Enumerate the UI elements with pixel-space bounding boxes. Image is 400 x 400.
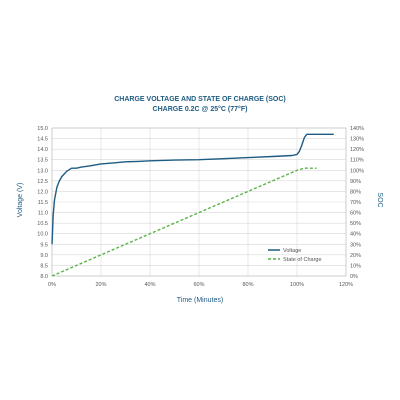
x-axis-ticks: 0% 20% 40% 60% 80% 100% 120%: [48, 282, 353, 288]
y-tick-label: 8.0: [40, 274, 48, 280]
series-lines: [51, 133, 334, 277]
y-tick-label: 12.0: [37, 189, 48, 195]
legend-label-soc: State of Charge: [283, 257, 322, 263]
x-tick-label: 40%: [144, 282, 155, 288]
y2-tick-label: 0%: [350, 274, 358, 280]
y-tick-label: 13.0: [37, 168, 48, 174]
soc-line: [51, 167, 317, 277]
y-tick-label: 9.0: [40, 253, 48, 259]
y-tick-label: 9.5: [40, 242, 48, 248]
legend-label-voltage: Voltage: [283, 248, 301, 254]
chart-subtitle: CHARGE 0.2C @ 25°C (77°F): [153, 105, 248, 113]
y2-tick-label: 70%: [350, 200, 361, 206]
plot-frame: [51, 127, 347, 277]
voltage-line: [51, 133, 334, 245]
y-tick-label: 8.5: [40, 263, 48, 269]
y2-tick-label: 50%: [350, 221, 361, 227]
y2-tick-label: 40%: [350, 232, 361, 238]
y2-tick-label: 90%: [350, 179, 361, 185]
y-tick-label: 13.5: [37, 158, 48, 164]
y2-tick-label: 80%: [350, 189, 361, 195]
x-tick-label: 80%: [242, 282, 253, 288]
x-tick-label: 20%: [95, 282, 106, 288]
y2-tick-label: 100%: [350, 168, 364, 174]
x-tick-label: 0%: [48, 282, 56, 288]
chart-title: CHARGE VOLTAGE AND STATE OF CHARGE (SOC): [114, 96, 286, 103]
y-tick-label: 10.5: [37, 221, 48, 227]
y2-axis-label: SOC: [376, 192, 383, 207]
y-tick-label: 11.0: [38, 211, 48, 217]
y2-tick-label: 120%: [350, 147, 364, 153]
x-tick-label: 120%: [339, 282, 353, 288]
y2-tick-label: 20%: [350, 253, 361, 259]
y-tick-label: 10.0: [37, 232, 48, 238]
left-axis-ticks: 8.0 8.5 9.0 9.5 10.0 10.5 11.0 11.5 12.0 12.5 13.0…: [37, 126, 48, 280]
y-tick-label: 12.5: [37, 179, 48, 185]
y2-tick-label: 60%: [350, 211, 361, 217]
y2-tick-label: 10%: [350, 263, 361, 269]
y-tick-label: 15.0: [37, 126, 48, 132]
y-tick-label: 11.5: [38, 200, 48, 206]
x-tick-label: 60%: [193, 282, 204, 288]
y2-tick-label: 30%: [350, 242, 361, 248]
x-axis-label: Time (Minutes): [177, 297, 223, 304]
y-axis-label: Voltage (V): [17, 183, 24, 218]
y-tick-label: 14.5: [37, 137, 48, 143]
y2-tick-label: 110%: [350, 158, 364, 164]
x-tick-label: 100%: [290, 282, 304, 288]
grid-lines: [51, 127, 347, 277]
y2-tick-label: 130%: [350, 137, 364, 143]
y-tick-label: 14.0: [37, 147, 48, 153]
y2-tick-label: 140%: [350, 126, 364, 132]
right-axis-ticks: 0% 10% 20% 30% 40% 50% 60% 70% 80% 90% 100% 110% 120…: [350, 126, 364, 280]
legend: Voltage State of Charge: [268, 248, 322, 263]
